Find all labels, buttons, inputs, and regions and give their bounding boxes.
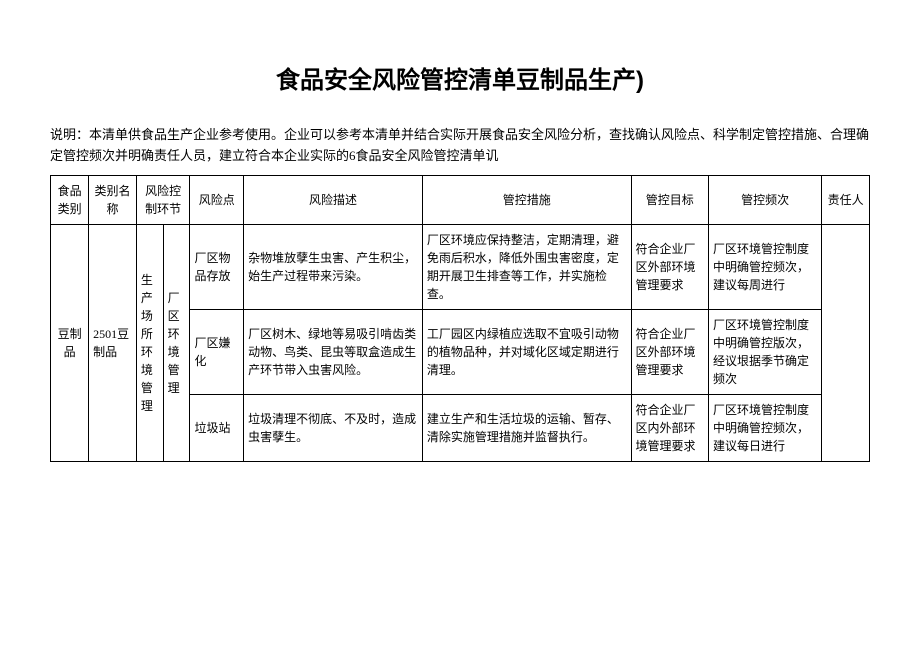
cell-frequency: 厂区环境管控制度中明确管控频次，建议每日进行	[708, 394, 821, 461]
cell-target: 符合企业厂区外部环境管理要求	[631, 309, 708, 394]
cell-target: 符合企业厂区外部环境管理要求	[631, 224, 708, 309]
cell-measures: 厂区环境应保持整洁，定期清理，避免雨后积水，降低外围虫害密度，定期开展卫生排查等…	[422, 224, 631, 309]
cell-risk-desc: 厂区树木、绿地等易吸引啃齿类动物、鸟类、昆虫等取盒造成生产环节带入虫害风险。	[244, 309, 423, 394]
cell-risk-point: 垃圾站	[190, 394, 244, 461]
table-row: 豆制品 2501豆制品 生产场所环境管理 厂区环境管理 厂区物品存放 杂物堆放孽…	[51, 224, 870, 309]
header-frequency: 管控频次	[708, 175, 821, 224]
document-description: 说明：本清单供食品生产企业参考使用。企业可以参考本清单并结合实际开展食品安全风险…	[50, 125, 870, 167]
cell-risk-desc: 杂物堆放孽生虫害、产生积尘，始生产过程带来污染。	[244, 224, 423, 309]
cell-frequency: 厂区环境管控制度中明确管控版次，经议垠据季节确定频次	[708, 309, 821, 394]
header-control-link: 风险控制环节	[136, 175, 190, 224]
cell-measures: 工厂园区内绿植应选取不宜吸引动物的植物品种，并对域化区域定期进行清理。	[422, 309, 631, 394]
header-category: 食品类别	[51, 175, 89, 224]
cell-control-link1: 生产场所环境管理	[136, 224, 163, 461]
cell-category: 豆制品	[51, 224, 89, 461]
cell-measures: 建立生产和生活垃圾的运输、暂存、清除实施管理措施并监督执行。	[422, 394, 631, 461]
cell-target: 符合企业厂区内外部环境管理要求	[631, 394, 708, 461]
header-measures: 管控措施	[422, 175, 631, 224]
cell-typename: 2501豆制品	[89, 224, 137, 461]
header-typename: 类别名称	[89, 175, 137, 224]
header-person: 责任人	[822, 175, 870, 224]
header-risk-point: 风险点	[190, 175, 244, 224]
document-title: 食品安全风险管控清单豆制品生产)	[50, 60, 870, 95]
cell-frequency: 厂区环境管控制度中明确管控频次，建议每周进行	[708, 224, 821, 309]
table-header-row: 食品类别 类别名称 风险控制环节 风险点 风险描述 管控措施 管控目标 管控频次…	[51, 175, 870, 224]
header-target: 管控目标	[631, 175, 708, 224]
cell-person	[822, 224, 870, 461]
cell-risk-desc: 垃圾清理不彻底、不及时，造成虫害孽生。	[244, 394, 423, 461]
cell-risk-point: 厂区嫌化	[190, 309, 244, 394]
cell-control-link2: 厂区环境管理	[163, 224, 190, 461]
cell-risk-point: 厂区物品存放	[190, 224, 244, 309]
risk-control-table: 食品类别 类别名称 风险控制环节 风险点 风险描述 管控措施 管控目标 管控频次…	[50, 175, 870, 462]
header-risk-desc: 风险描述	[244, 175, 423, 224]
